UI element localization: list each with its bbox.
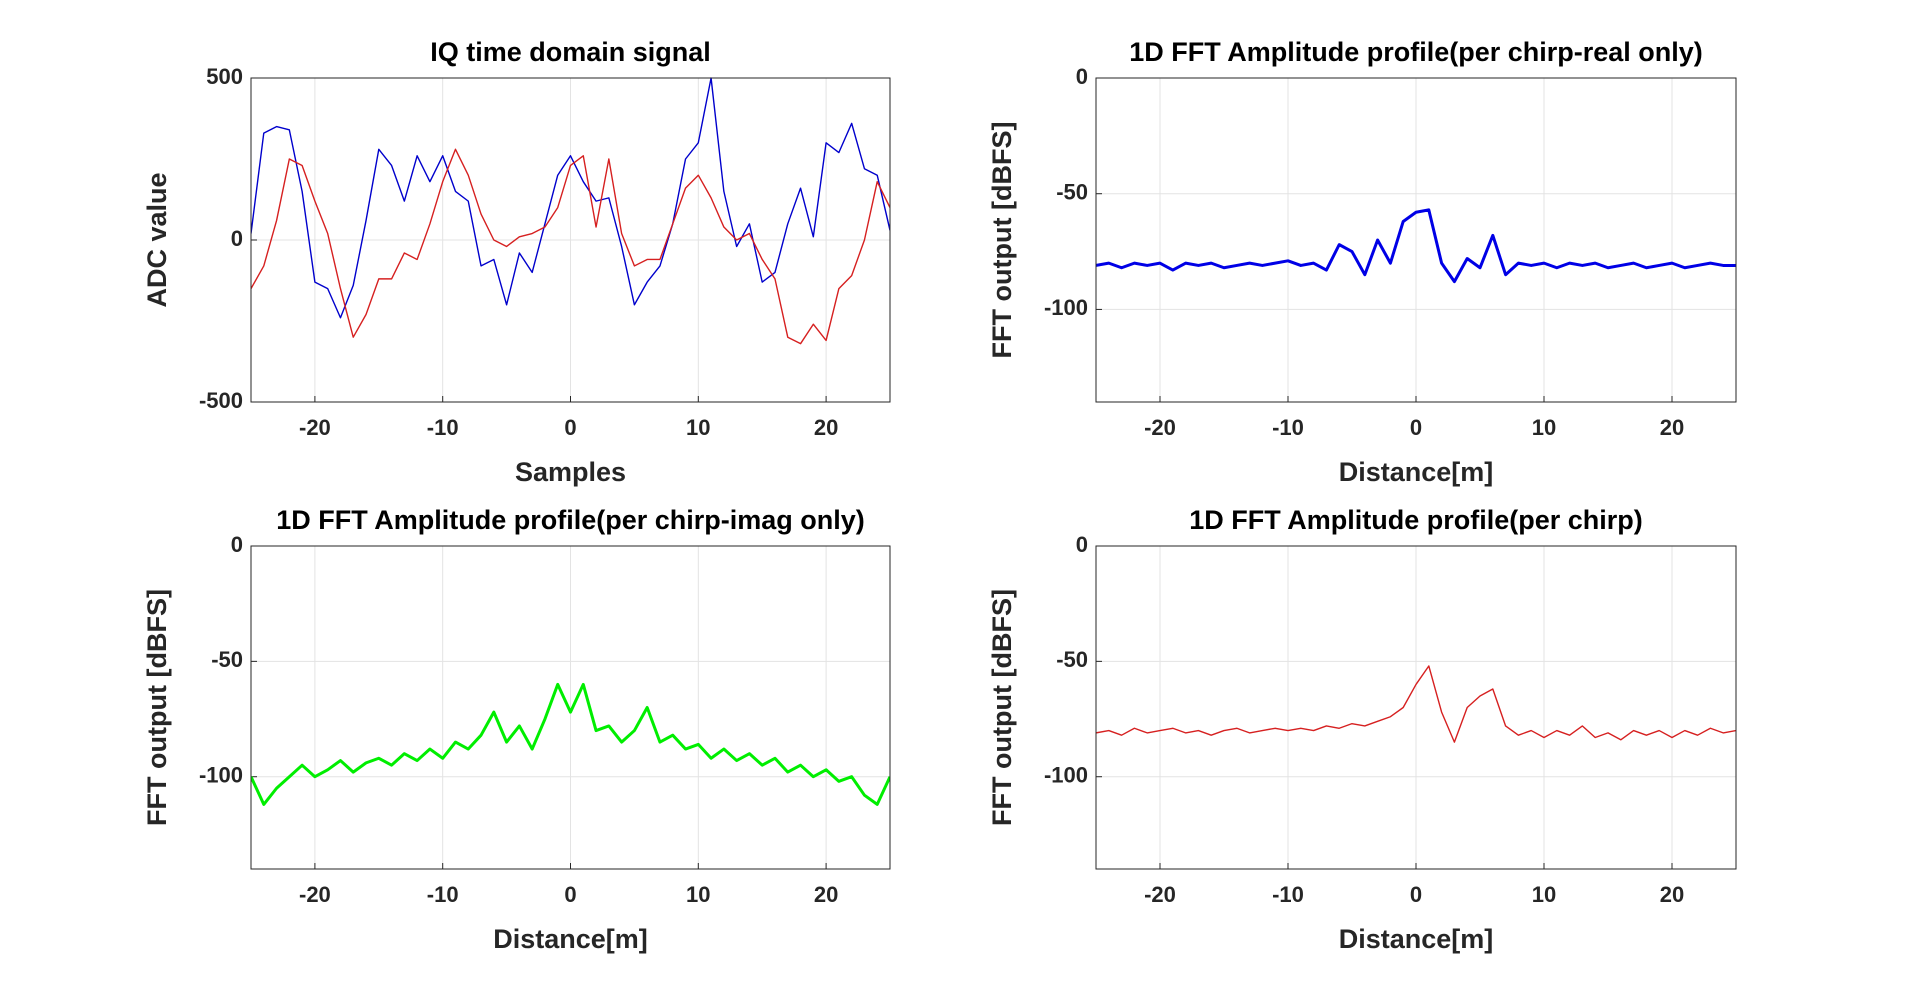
x-tick-label: -20 [1144,882,1176,907]
data-line [1096,208,1736,284]
x-tick-label: -20 [1144,415,1176,440]
data-line [1096,665,1736,743]
chart-title: IQ time domain signal [430,37,711,67]
x-tick-label: 10 [1532,882,1556,907]
y-tick-label: -50 [1056,180,1088,205]
y-tick-label: -100 [199,763,243,788]
x-tick-label: 20 [1660,882,1684,907]
x-tick-label: 0 [1410,415,1422,440]
x-tick-label: 20 [814,882,838,907]
x-tick-label: -20 [299,415,331,440]
y-tick-label: -100 [1044,763,1088,788]
y-axis-label: FFT output [dBFS] [987,589,1017,826]
x-tick-label: -10 [1272,415,1304,440]
y-axis-label: ADC value [142,172,172,307]
y-tick-label: 500 [206,64,243,89]
y-tick-label: -100 [1044,295,1088,320]
y-tick-label: -50 [1056,647,1088,672]
x-tick-label: 10 [686,415,710,440]
x-tick-label: 0 [1410,882,1422,907]
y-tick-label: -500 [199,388,243,413]
chart-title: 1D FFT Amplitude profile(per chirp-real … [1129,37,1703,67]
data-line [251,148,890,345]
x-axis-label: Distance[m] [493,924,648,954]
x-tick-label: -10 [1272,882,1304,907]
axes-frame [250,77,891,403]
x-axis-label: Distance[m] [1339,457,1494,487]
x-axis-label: Distance[m] [1339,924,1494,954]
y-tick-label: 0 [1076,64,1088,89]
y-tick-label: 0 [1076,532,1088,557]
chart-title: 1D FFT Amplitude profile(per chirp-imag … [276,505,865,535]
x-axis-label: Samples [515,457,626,487]
x-tick-label: 10 [686,882,710,907]
axes-frame [1095,77,1737,403]
x-tick-label: -10 [427,415,459,440]
x-tick-label: 0 [564,882,576,907]
axes-frame [250,545,891,870]
axes-frame [1095,545,1737,870]
x-tick-label: -20 [299,882,331,907]
y-tick-label: -50 [211,647,243,672]
y-tick-label: 0 [231,226,243,251]
data-line [251,77,890,319]
y-tick-label: 0 [231,532,243,557]
x-tick-label: 20 [814,415,838,440]
y-axis-label: FFT output [dBFS] [987,122,1017,359]
x-tick-label: 0 [564,415,576,440]
x-tick-label: -10 [427,882,459,907]
data-line [251,682,890,806]
y-axis-label: FFT output [dBFS] [142,589,172,826]
chart-title: 1D FFT Amplitude profile(per chirp) [1189,505,1643,535]
x-tick-label: 20 [1660,415,1684,440]
x-tick-label: 10 [1532,415,1556,440]
